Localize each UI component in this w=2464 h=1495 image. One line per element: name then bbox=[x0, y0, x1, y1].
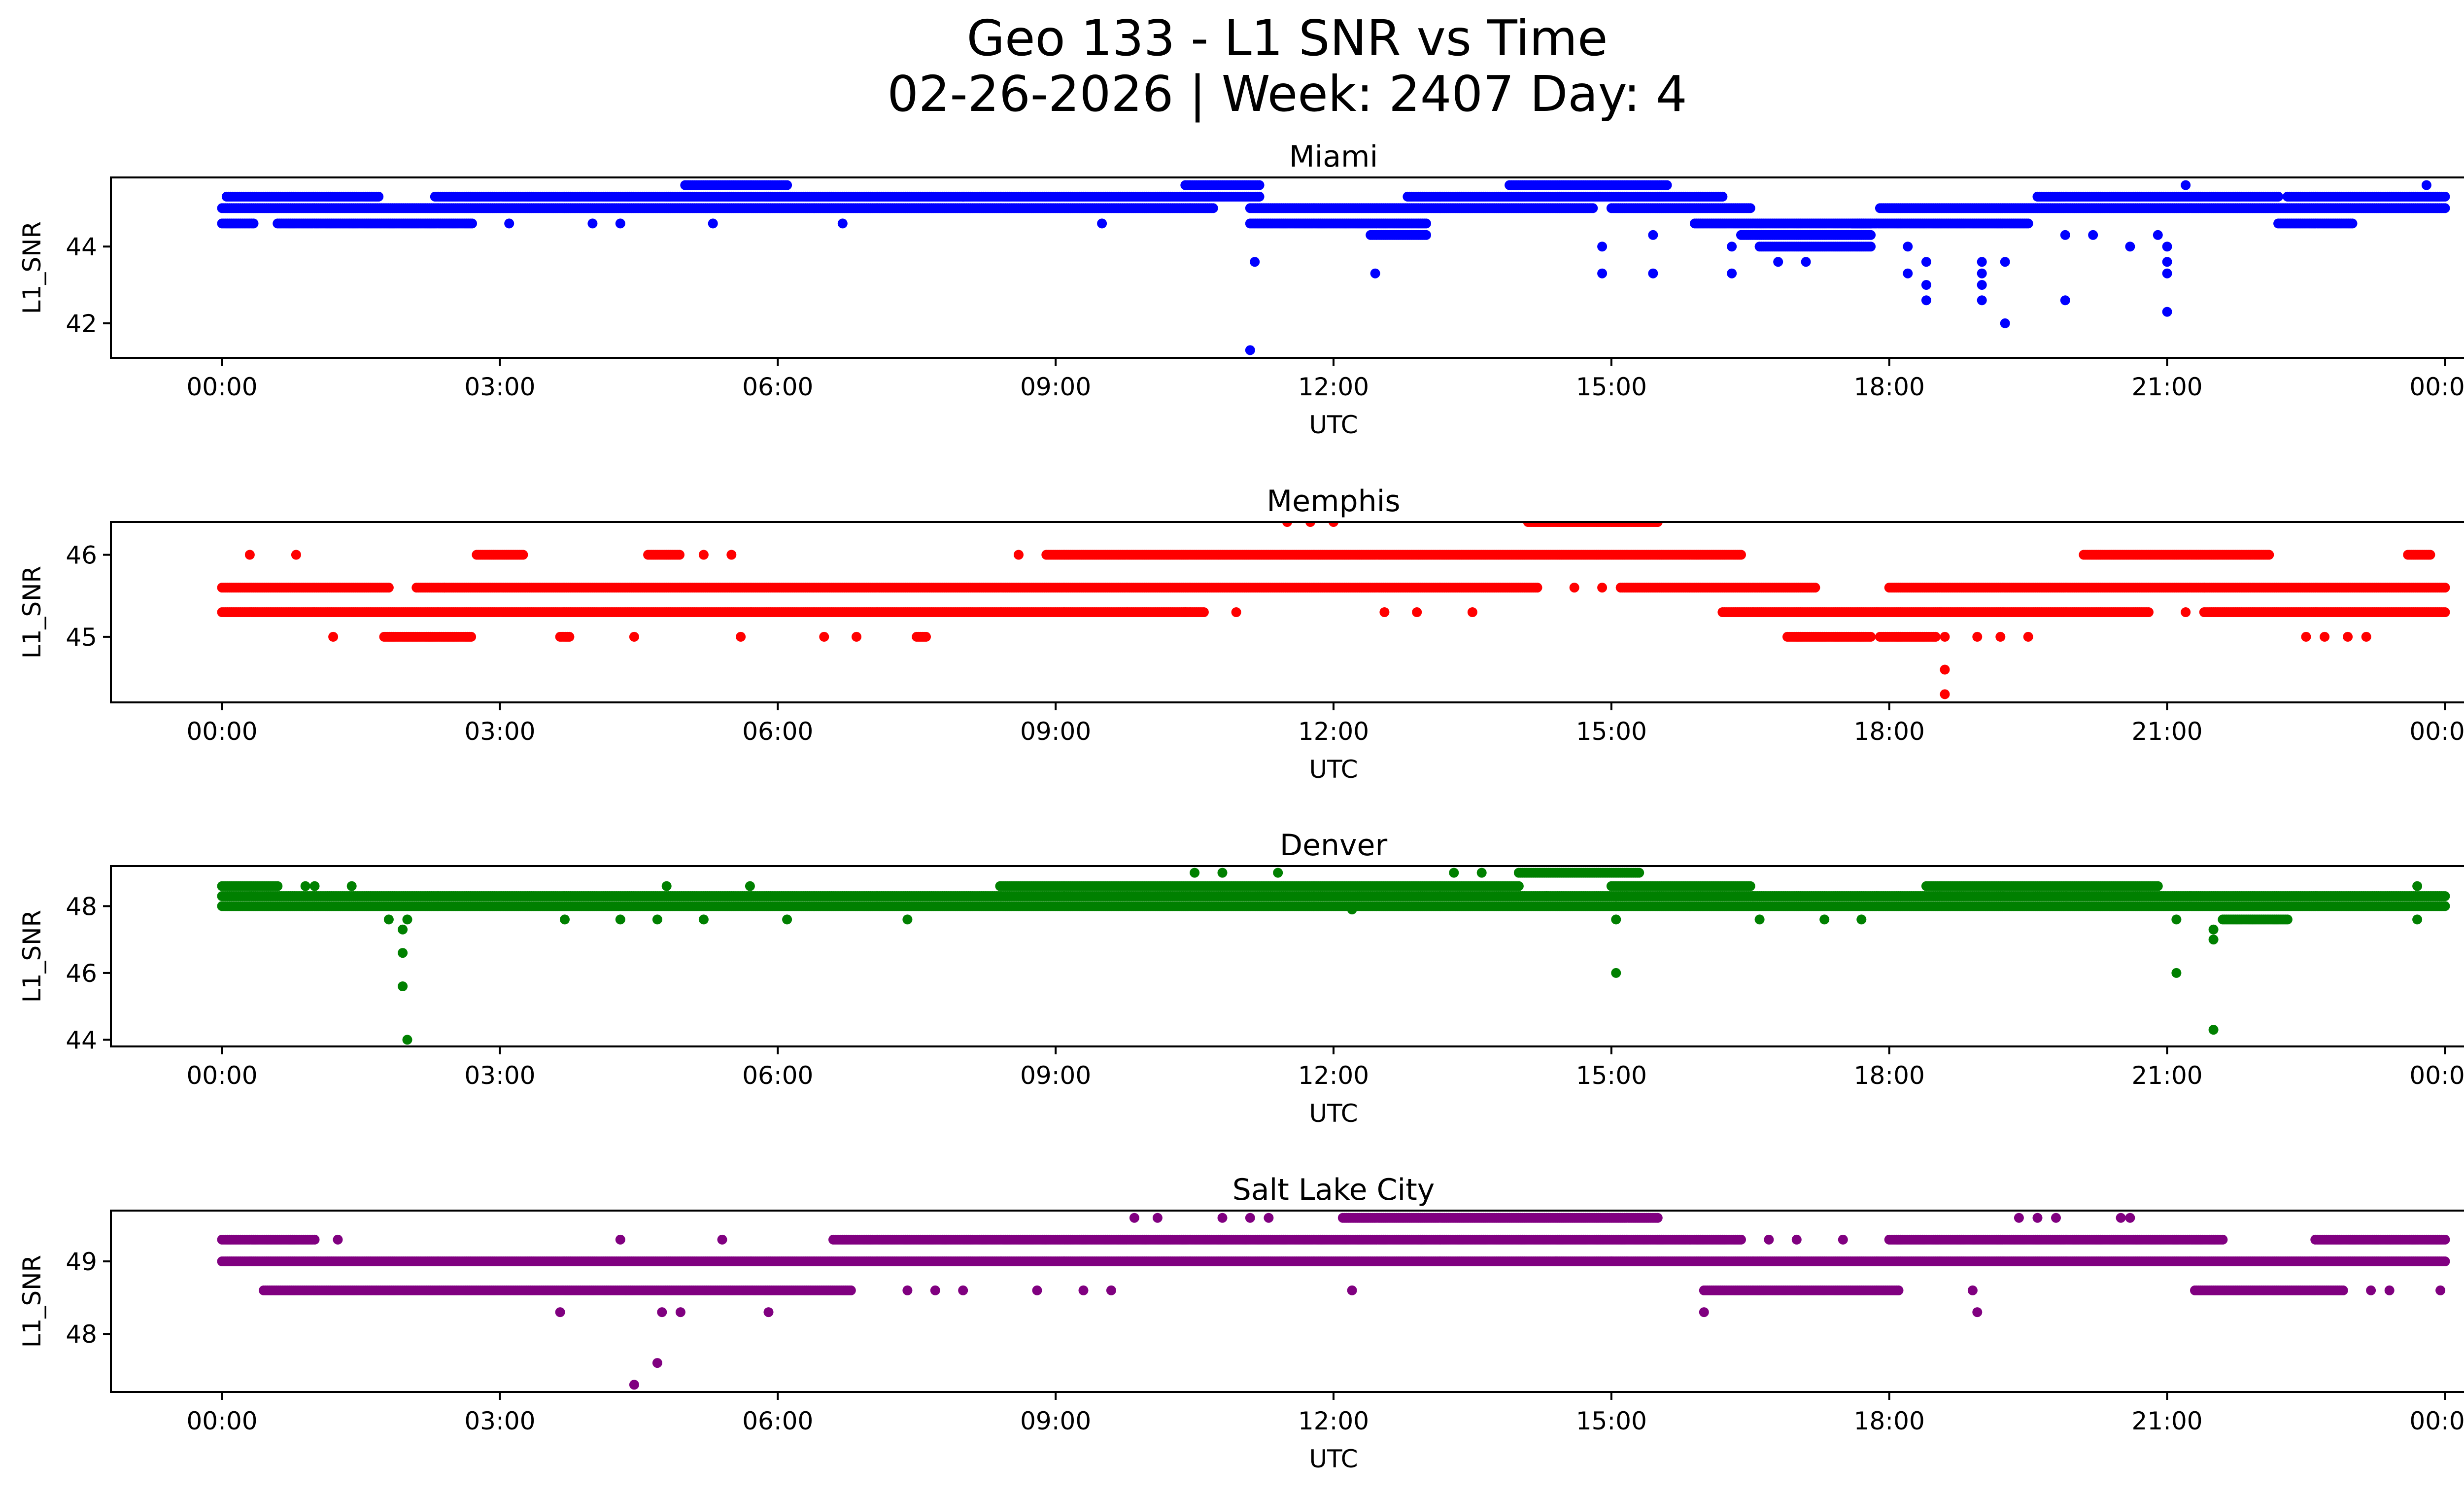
data-point bbox=[708, 218, 718, 229]
data-points bbox=[217, 180, 2450, 355]
data-point bbox=[2440, 203, 2450, 213]
data-point bbox=[1977, 268, 1987, 278]
y-tick-label: 42 bbox=[66, 310, 97, 338]
data-point bbox=[1370, 268, 1380, 278]
data-point bbox=[1801, 257, 1811, 267]
data-point bbox=[1208, 203, 1218, 213]
subplot-title: Miami bbox=[1289, 139, 1378, 174]
data-point bbox=[1745, 203, 1755, 213]
data-point bbox=[2060, 230, 2070, 240]
data-point bbox=[1903, 242, 1913, 252]
data-point bbox=[1254, 180, 1265, 190]
data-point bbox=[564, 631, 575, 642]
data-point bbox=[2060, 295, 2070, 306]
x-tick-label: 09:00 bbox=[1020, 373, 1091, 401]
data-point bbox=[1866, 242, 1876, 252]
y-axis-label: L1_SNR bbox=[18, 221, 46, 314]
data-point bbox=[1245, 345, 1255, 355]
x-tick-label: 15:00 bbox=[1576, 373, 1647, 401]
data-point bbox=[1921, 295, 1931, 306]
x-tick-label: 00:00 bbox=[2409, 373, 2464, 401]
subplot-grid: Miami 00:00 03:00 06:00 09:00 12:00 15:00 18:00… bbox=[18, 139, 2464, 1473]
data-point bbox=[1977, 295, 1987, 306]
data-point bbox=[1921, 280, 1931, 290]
data-point bbox=[248, 218, 259, 229]
data-point bbox=[1588, 203, 1598, 213]
data-point bbox=[1736, 550, 1746, 560]
data-point bbox=[782, 180, 792, 190]
data-point bbox=[1662, 180, 1672, 190]
data-point bbox=[1597, 268, 1608, 278]
data-point bbox=[1866, 230, 1876, 240]
data-point bbox=[2162, 242, 2172, 252]
figure-title-line2: 02-26-2026 | Week: 2407 Day: 4 bbox=[887, 65, 1687, 123]
data-point bbox=[518, 550, 528, 560]
data-point bbox=[615, 218, 625, 229]
x-tick-label: 03:00 bbox=[464, 373, 535, 401]
data-point bbox=[2023, 218, 2033, 229]
data-point bbox=[2440, 191, 2450, 202]
data-point bbox=[2162, 257, 2172, 267]
x-tick-label: 06:00 bbox=[742, 373, 813, 401]
x-tick-label: 12:00 bbox=[1298, 373, 1369, 401]
subplot-miami: Miami 00:00 03:00 06:00 09:00 12:00 15:00 18:00… bbox=[18, 139, 2464, 439]
data-points bbox=[217, 522, 2450, 699]
data-point bbox=[2181, 180, 2191, 190]
x-tick-label: 00:00 bbox=[186, 373, 257, 401]
data-point bbox=[1648, 268, 1658, 278]
data-point bbox=[587, 218, 598, 229]
data-point bbox=[1903, 268, 1913, 278]
data-point bbox=[374, 191, 384, 202]
data-point bbox=[1810, 583, 1820, 593]
data-point bbox=[1198, 607, 1209, 617]
data-point bbox=[1977, 280, 1987, 290]
data-point bbox=[2347, 218, 2358, 229]
data-point bbox=[504, 218, 514, 229]
data-point bbox=[1866, 631, 1876, 642]
data-point bbox=[2125, 242, 2135, 252]
subplot-title: Memphis bbox=[1266, 484, 1400, 519]
data-point bbox=[837, 218, 848, 229]
data-point bbox=[2088, 230, 2098, 240]
data-point bbox=[1727, 268, 1737, 278]
data-point bbox=[1773, 257, 1783, 267]
data-point bbox=[921, 631, 931, 642]
data-point bbox=[1421, 218, 1431, 229]
data-point bbox=[1254, 191, 1265, 202]
data-point bbox=[1421, 230, 1431, 240]
data-point bbox=[2000, 257, 2010, 267]
data-point bbox=[1250, 257, 1260, 267]
data-point bbox=[383, 583, 394, 593]
data-point bbox=[2162, 307, 2172, 317]
data-point bbox=[1921, 257, 1931, 267]
y-tick-label: 44 bbox=[66, 233, 97, 261]
data-point bbox=[1727, 242, 1737, 252]
x-tick-label: 18:00 bbox=[1854, 373, 1925, 401]
figure-title-line1: Geo 133 - L1 SNR vs Time bbox=[967, 9, 1608, 67]
data-point bbox=[2144, 607, 2154, 617]
data-point bbox=[466, 631, 477, 642]
x-tick-label: 21:00 bbox=[2132, 373, 2203, 401]
data-point bbox=[1717, 191, 1728, 202]
data-point bbox=[2153, 230, 2163, 240]
data-point bbox=[467, 218, 477, 229]
data-point bbox=[1597, 242, 1608, 252]
data-point bbox=[2421, 180, 2431, 190]
data-point bbox=[2162, 268, 2172, 278]
data-point bbox=[675, 550, 684, 560]
data-point bbox=[1977, 257, 1987, 267]
data-point bbox=[1097, 218, 1107, 229]
x-axis-label: UTC bbox=[1309, 411, 1358, 439]
data-point bbox=[2273, 191, 2284, 202]
data-point bbox=[1532, 583, 1542, 593]
data-point bbox=[2000, 318, 2010, 328]
data-point bbox=[1648, 230, 1658, 240]
